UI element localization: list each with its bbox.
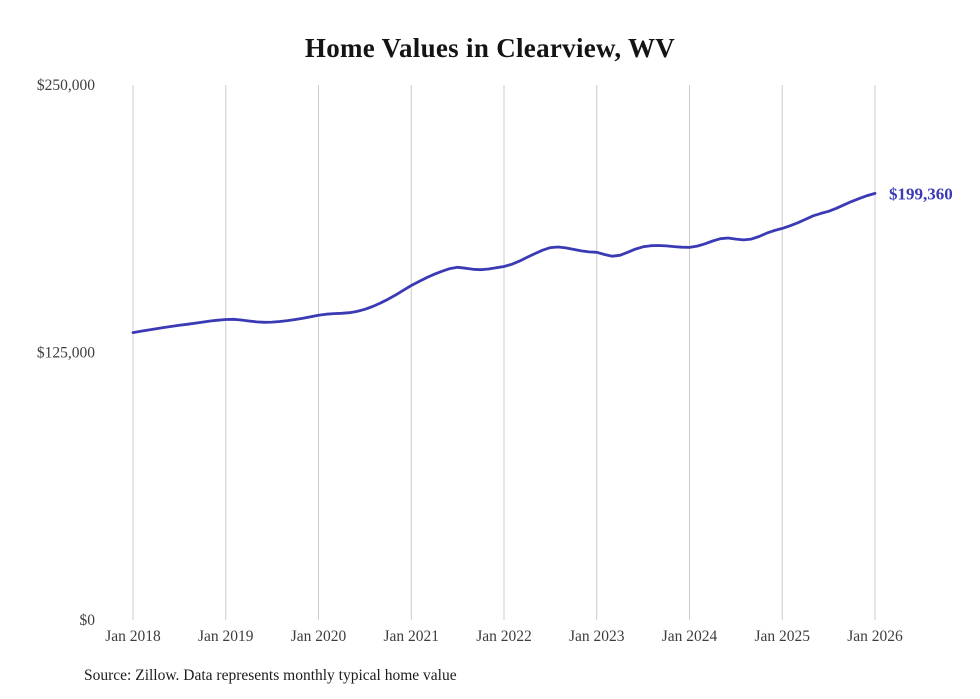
y-axis-tick-label: $125,000	[37, 345, 95, 362]
x-axis-tick-label: Jan 2018	[105, 628, 161, 645]
y-axis-tick-label: $0	[80, 612, 96, 629]
x-axis-tick-label: Jan 2021	[383, 628, 439, 645]
x-axis-tick-label: Jan 2020	[291, 628, 347, 645]
x-axis-tick-label: Jan 2019	[198, 628, 254, 645]
y-axis-tick-label: $250,000	[37, 77, 95, 94]
chart-title: Home Values in Clearview, WV	[304, 33, 676, 63]
x-axis-tick-label: Jan 2023	[569, 628, 625, 645]
latest-value-label: $199,360	[889, 184, 953, 203]
x-axis-tick-label: Jan 2026	[847, 628, 903, 645]
source-note: Source: Zillow. Data represents monthly …	[84, 667, 457, 684]
x-axis-tick-label: Jan 2022	[476, 628, 532, 645]
x-axis-tick-label: Jan 2025	[754, 628, 810, 645]
home-value-line	[131, 192, 877, 334]
x-axis-tick-label: Jan 2024	[662, 628, 718, 645]
